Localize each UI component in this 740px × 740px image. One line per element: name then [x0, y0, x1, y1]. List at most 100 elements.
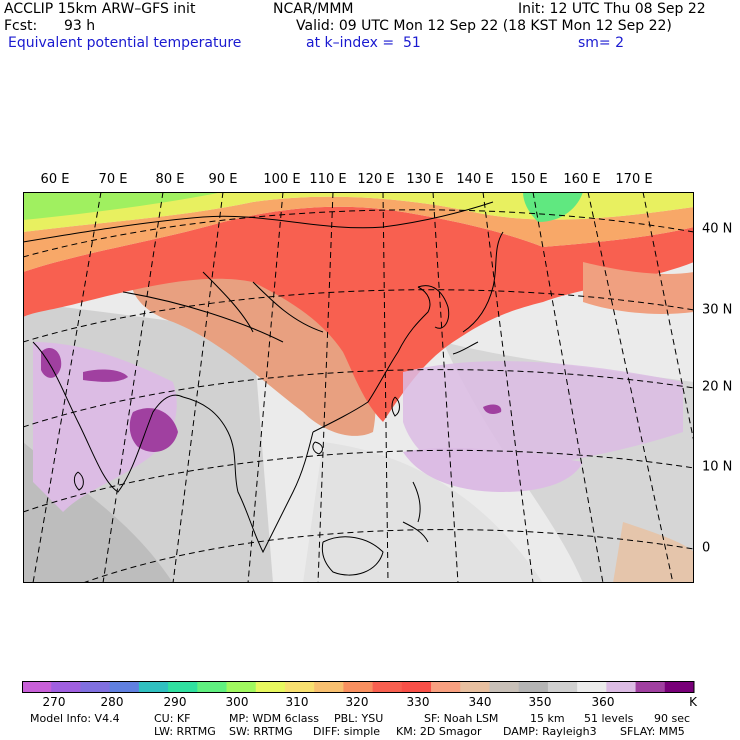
colorbar-swatch	[401, 681, 432, 693]
field-gray-band	[303, 442, 543, 583]
gridline-lon-80e	[102, 192, 164, 583]
lat-label-20n: 20 N	[702, 379, 733, 395]
gridline-lon-130e	[432, 192, 459, 583]
colorbar-swatch	[518, 681, 549, 693]
field-dark-purple	[483, 404, 502, 415]
field-purple-ocean	[403, 447, 583, 492]
coastline-india	[32, 341, 184, 493]
gridline-lon-120e	[382, 192, 389, 583]
source-label: NCAR/MMM	[273, 1, 354, 17]
gridline-lon-160e	[587, 192, 674, 583]
colorbar-swatch	[314, 681, 344, 693]
colorbar-swatch	[22, 681, 52, 693]
colorbar-swatch	[547, 681, 578, 693]
gridline-lon-150e	[532, 192, 604, 583]
colorbar-swatch	[664, 681, 695, 693]
gridline-lon-170e	[642, 192, 694, 443]
gridline-lon-110e	[317, 192, 334, 583]
valid-time: Valid: 09 UTC Mon 12 Sep 22 (18 KST Mon …	[296, 18, 672, 34]
lon-label-110e: 110 E	[309, 172, 347, 187]
lon-label-150e: 150 E	[510, 172, 548, 187]
footer-km: KM: 2D Smagor	[396, 725, 482, 738]
colorbar-swatch	[226, 681, 257, 693]
colorbar-swatch	[255, 681, 286, 693]
field-dark-purple	[83, 369, 128, 382]
colorbar-swatch	[635, 681, 666, 693]
colorbar-swatch	[80, 681, 111, 693]
colorbar-swatch	[431, 681, 461, 693]
colorbar-tick-340: 340	[468, 695, 492, 709]
lon-label-170e: 170 E	[615, 172, 653, 187]
field-green-patch	[23, 192, 223, 220]
field-purple-india	[33, 342, 177, 512]
colorbar-swatch	[343, 681, 374, 693]
coastline-srilanka	[73, 471, 84, 491]
colorbar-tick-330: 330	[406, 695, 430, 709]
gridline-lat-30n	[23, 289, 694, 343]
lat-label-0: 0	[702, 540, 711, 556]
lon-label-70e: 70 E	[98, 172, 128, 187]
colorbar-swatch	[109, 681, 140, 693]
map-frame	[23, 192, 694, 583]
gridline-lat-40n	[23, 209, 694, 258]
footer-model-info: Model Info: V4.4	[30, 712, 120, 725]
footer-mp: MP: WDM 6class	[229, 712, 319, 725]
lon-label-120e: 120 E	[357, 172, 395, 187]
gridline-lat-20n	[23, 369, 694, 428]
coastline-philippines	[402, 481, 429, 543]
colorbar-swatch	[577, 681, 607, 693]
field-dark-purple	[41, 347, 62, 378]
coastline-taiwan	[391, 396, 400, 417]
footer-pbl: PBL: YSU	[334, 712, 384, 725]
forecast-hours: 93 h	[64, 18, 96, 34]
footer-cu: CU: KF	[154, 712, 191, 725]
field-purple-ocean	[403, 361, 683, 474]
field-coral-patch	[583, 262, 694, 314]
footer-damp: DAMP: Rayleigh3	[503, 725, 597, 738]
coastline-borneo	[321, 536, 384, 576]
lat-label-30n: 30 N	[702, 302, 733, 318]
coastline-indochina	[182, 396, 314, 554]
colorbar-tick-280: 280	[100, 695, 124, 709]
lon-label-100e: 100 E	[263, 172, 301, 187]
border-inner	[122, 271, 324, 343]
footer-diff: DIFF: simple	[313, 725, 381, 738]
lat-label-40n: 40 N	[702, 221, 733, 237]
init-time: Init: 12 UTC Thu 08 Sep 22	[518, 1, 706, 17]
border-north	[23, 201, 494, 243]
coastline-china	[312, 286, 431, 433]
colorbar-tick-300: 300	[225, 695, 249, 709]
colorbar-unit: K	[689, 695, 697, 709]
gridline-lat-10n	[23, 449, 694, 513]
gridline-lon-100e	[247, 192, 284, 583]
field-name: Equivalent potential temperature	[8, 35, 242, 51]
footer-sf: SF: Noah LSM	[424, 712, 499, 725]
footer-lw: LW: RRTMG	[154, 725, 216, 738]
lon-label-130e: 130 E	[406, 172, 444, 187]
level-label: at k–index = 51	[306, 35, 421, 51]
lon-label-140e: 140 E	[456, 172, 494, 187]
field-red-band	[23, 206, 694, 422]
coastline-hainan	[312, 441, 323, 455]
footer-levels: 51 levels	[584, 712, 634, 725]
forecast-label: Fcst:	[4, 18, 38, 34]
colorbar-tick-310: 310	[285, 695, 309, 709]
model-title: ACCLIP 15km ARW–GFS init	[4, 1, 196, 17]
theta-e-map	[23, 192, 694, 583]
colorbar-tick-360: 360	[591, 695, 615, 709]
field-orange-band	[23, 196, 694, 272]
colorbar-tick-290: 290	[163, 695, 187, 709]
footer-timestep: 90 sec	[654, 712, 691, 725]
lon-label-90e: 90 E	[208, 172, 238, 187]
field-green-patch	[523, 192, 583, 222]
colorbar-swatch	[284, 681, 315, 693]
colorbar-tick-320: 320	[345, 695, 369, 709]
colorbar-swatch	[138, 681, 169, 693]
colorbar-swatch	[372, 681, 403, 693]
footer-resolution: 15 km	[530, 712, 565, 725]
colorbar-swatch	[460, 681, 490, 693]
coastline-japan	[452, 231, 504, 355]
colorbar-tick-270: 270	[42, 695, 66, 709]
gridline-lat-0	[82, 529, 694, 583]
lon-label-80e: 80 E	[155, 172, 185, 187]
